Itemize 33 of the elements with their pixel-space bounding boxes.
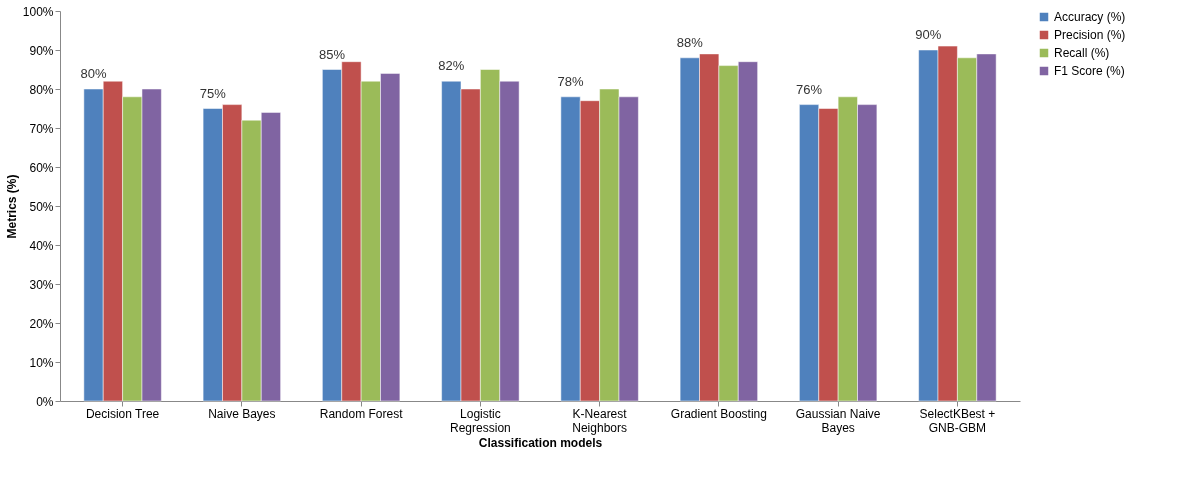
data-label: 90% xyxy=(915,27,942,42)
x-tick-label: Random Forest xyxy=(319,406,404,421)
y-tick-label: 80% xyxy=(29,82,54,97)
x-tick-label: Logistic Regression xyxy=(450,406,511,435)
y-tick-label: 70% xyxy=(29,121,54,136)
legend-label: Precision (%) xyxy=(1054,28,1126,42)
data-label: 82% xyxy=(438,58,465,74)
y-tick-label: 40% xyxy=(29,238,54,253)
y-tick-label: 50% xyxy=(29,199,54,214)
data-label: 76% xyxy=(796,81,823,97)
x-axis-title: Classification models xyxy=(478,435,603,450)
y-tick-label: 0% xyxy=(36,394,54,409)
y-tick-label: 10% xyxy=(29,355,54,370)
legend-label: Recall (%) xyxy=(1054,46,1110,60)
x-tick-label: Gaussian Naive Bayes xyxy=(795,406,881,435)
y-tick-label: 90% xyxy=(29,43,54,58)
y-tick-label: 100% xyxy=(22,4,54,19)
y-tick-label: 30% xyxy=(29,277,54,292)
data-label: 80% xyxy=(80,66,107,81)
y-tick-label: 60% xyxy=(29,160,54,175)
x-tick-label: SelectKBest + GNB-GBM xyxy=(919,406,996,435)
data-label: 85% xyxy=(319,46,346,62)
legend-label: Accuracy (%) xyxy=(1054,10,1126,24)
x-tick-label: Gradient Boosting xyxy=(670,406,767,421)
x-tick-label: Naive Bayes xyxy=(208,406,276,421)
data-label: 88% xyxy=(676,34,704,50)
data-label: 78% xyxy=(557,73,584,89)
data-label: 75% xyxy=(199,85,227,101)
y-tick-label: 20% xyxy=(29,316,54,331)
legend-label: F1 Score (%) xyxy=(1054,64,1125,78)
x-tick-label: Decision Tree xyxy=(85,406,160,421)
x-tick-label: K-Nearest Neighbors xyxy=(572,406,628,435)
y-axis-title: Metrics (%) xyxy=(4,174,19,239)
